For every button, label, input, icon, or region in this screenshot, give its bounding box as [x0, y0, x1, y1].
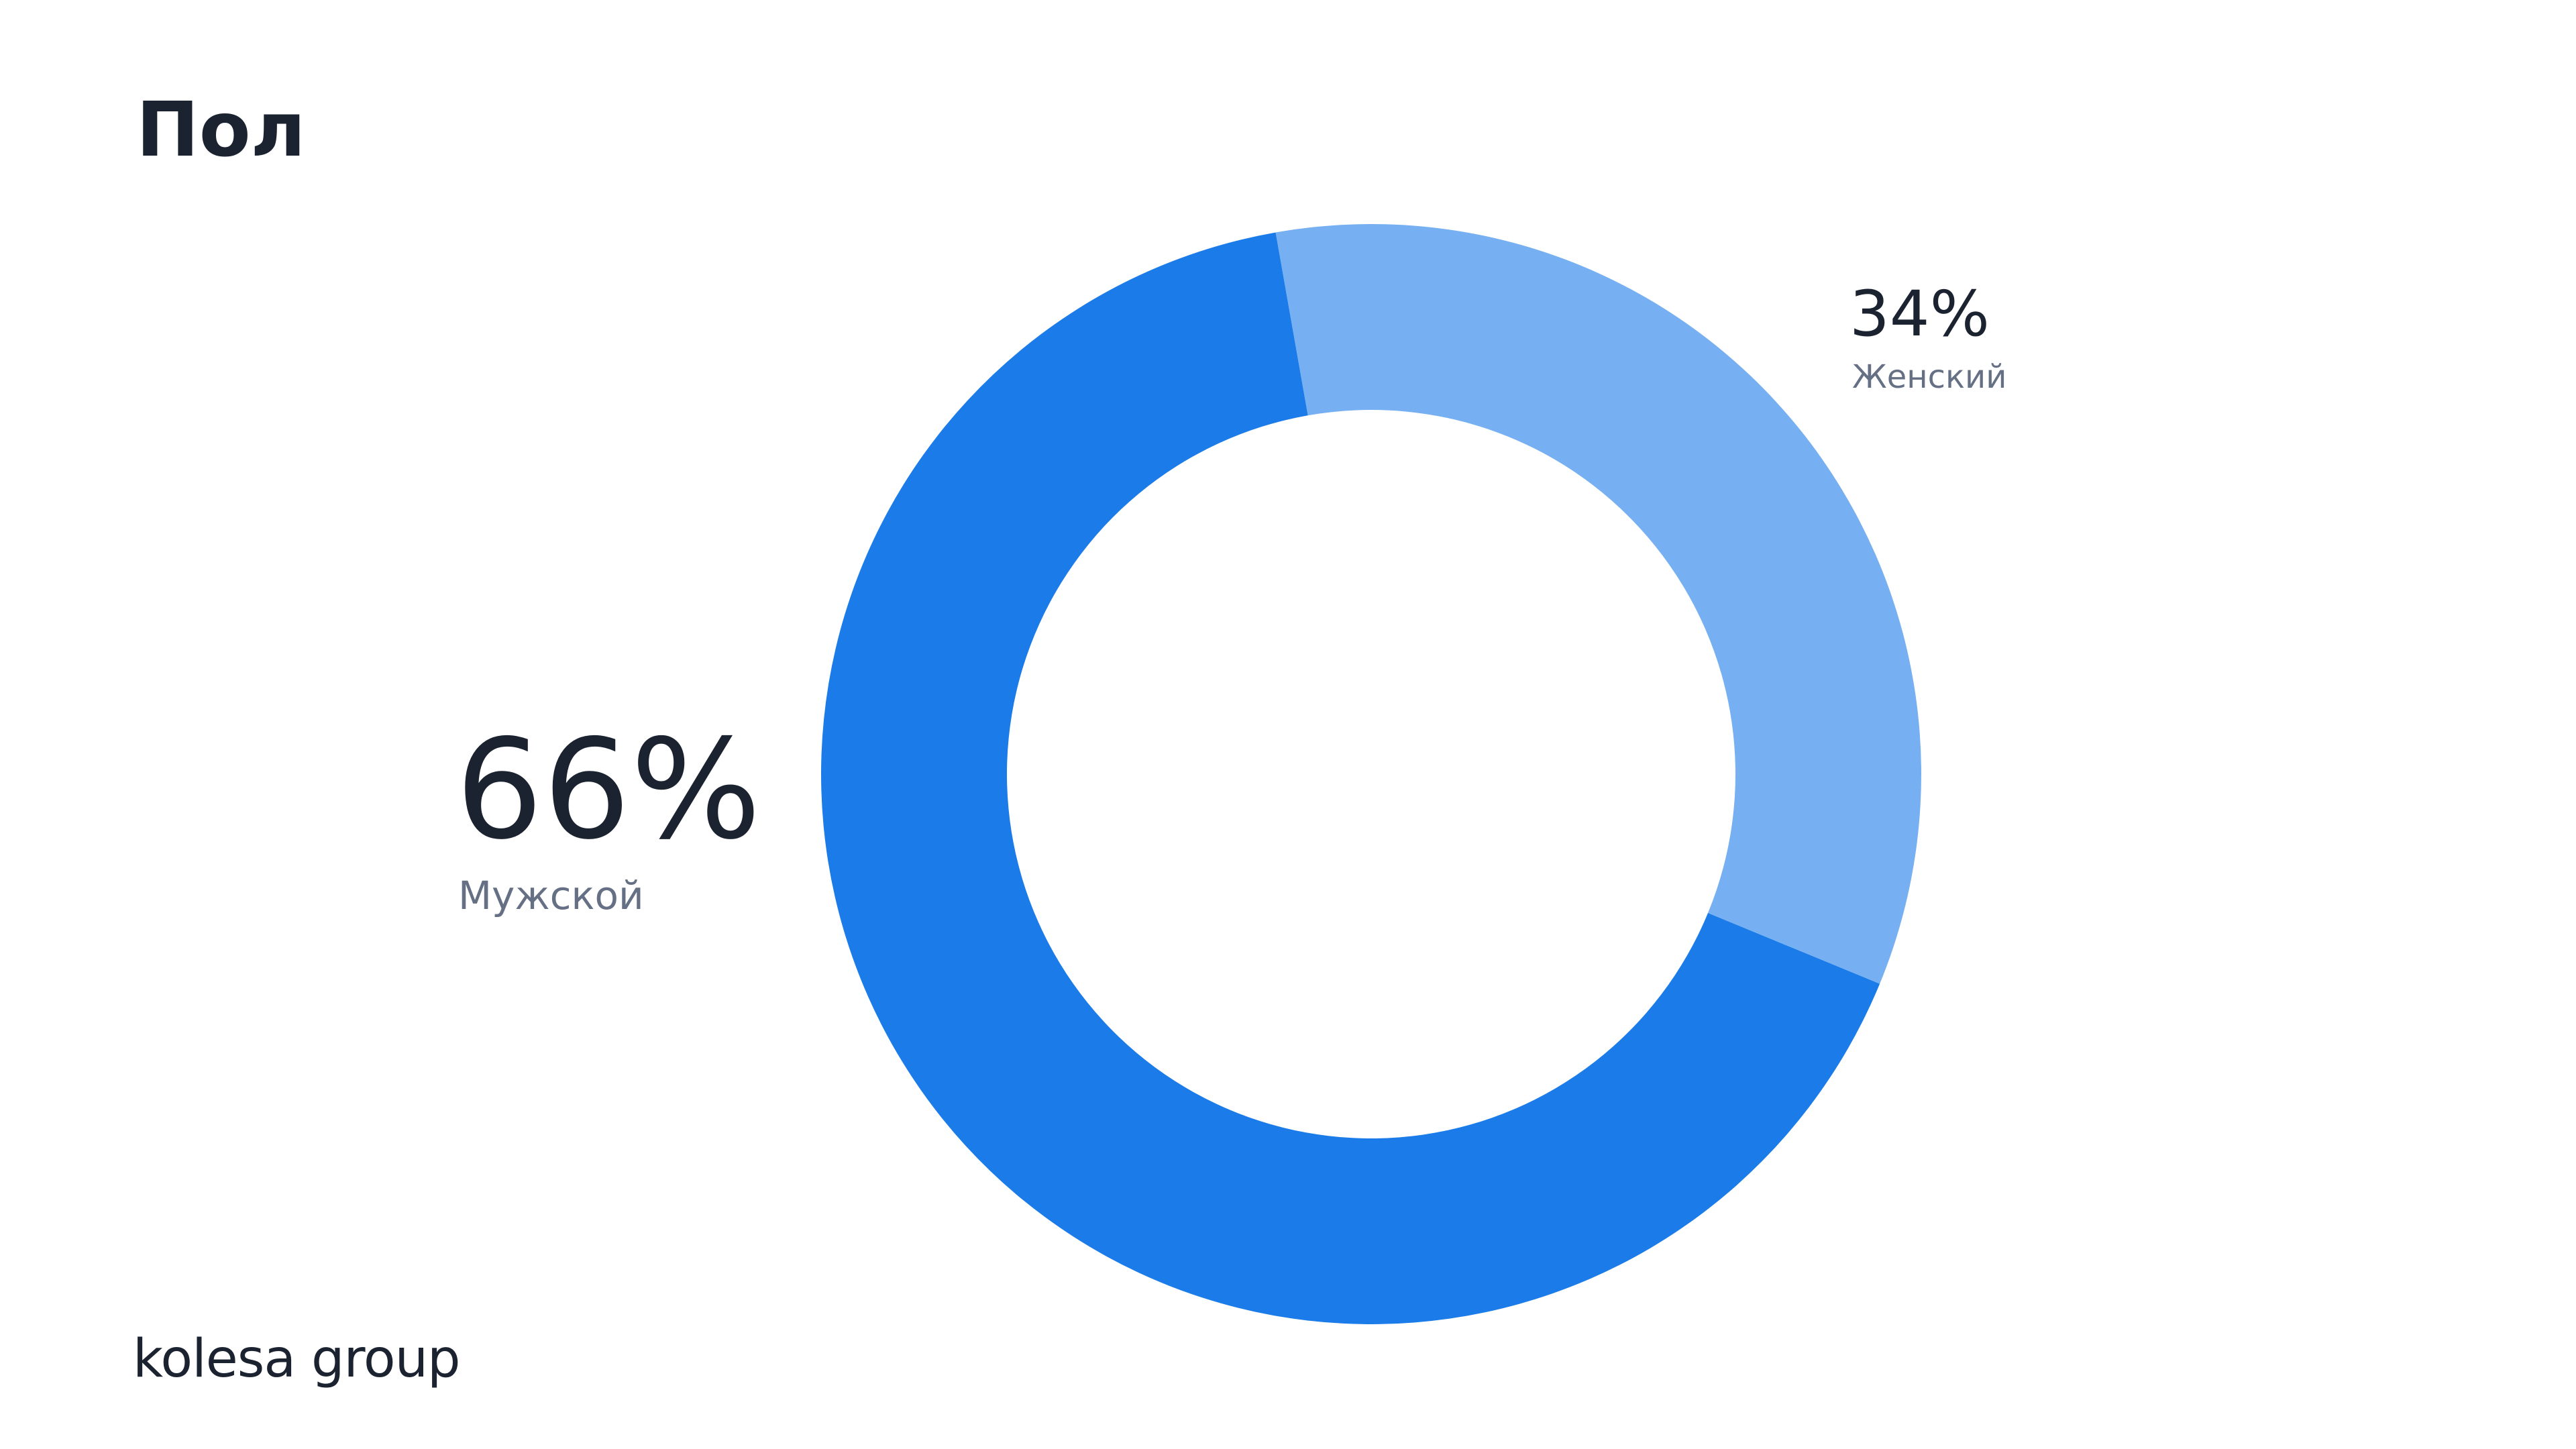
value-label: 66%	[455, 710, 761, 870]
donut-segment	[1275, 224, 1921, 984]
chart-title: Пол	[136, 87, 306, 174]
category-label: Мужской	[458, 873, 644, 918]
donut-segment	[821, 232, 1880, 1325]
logo: kolesa group	[133, 1329, 460, 1389]
value-label: 34%	[1849, 278, 1990, 351]
category-label: Женский	[1852, 358, 2006, 396]
